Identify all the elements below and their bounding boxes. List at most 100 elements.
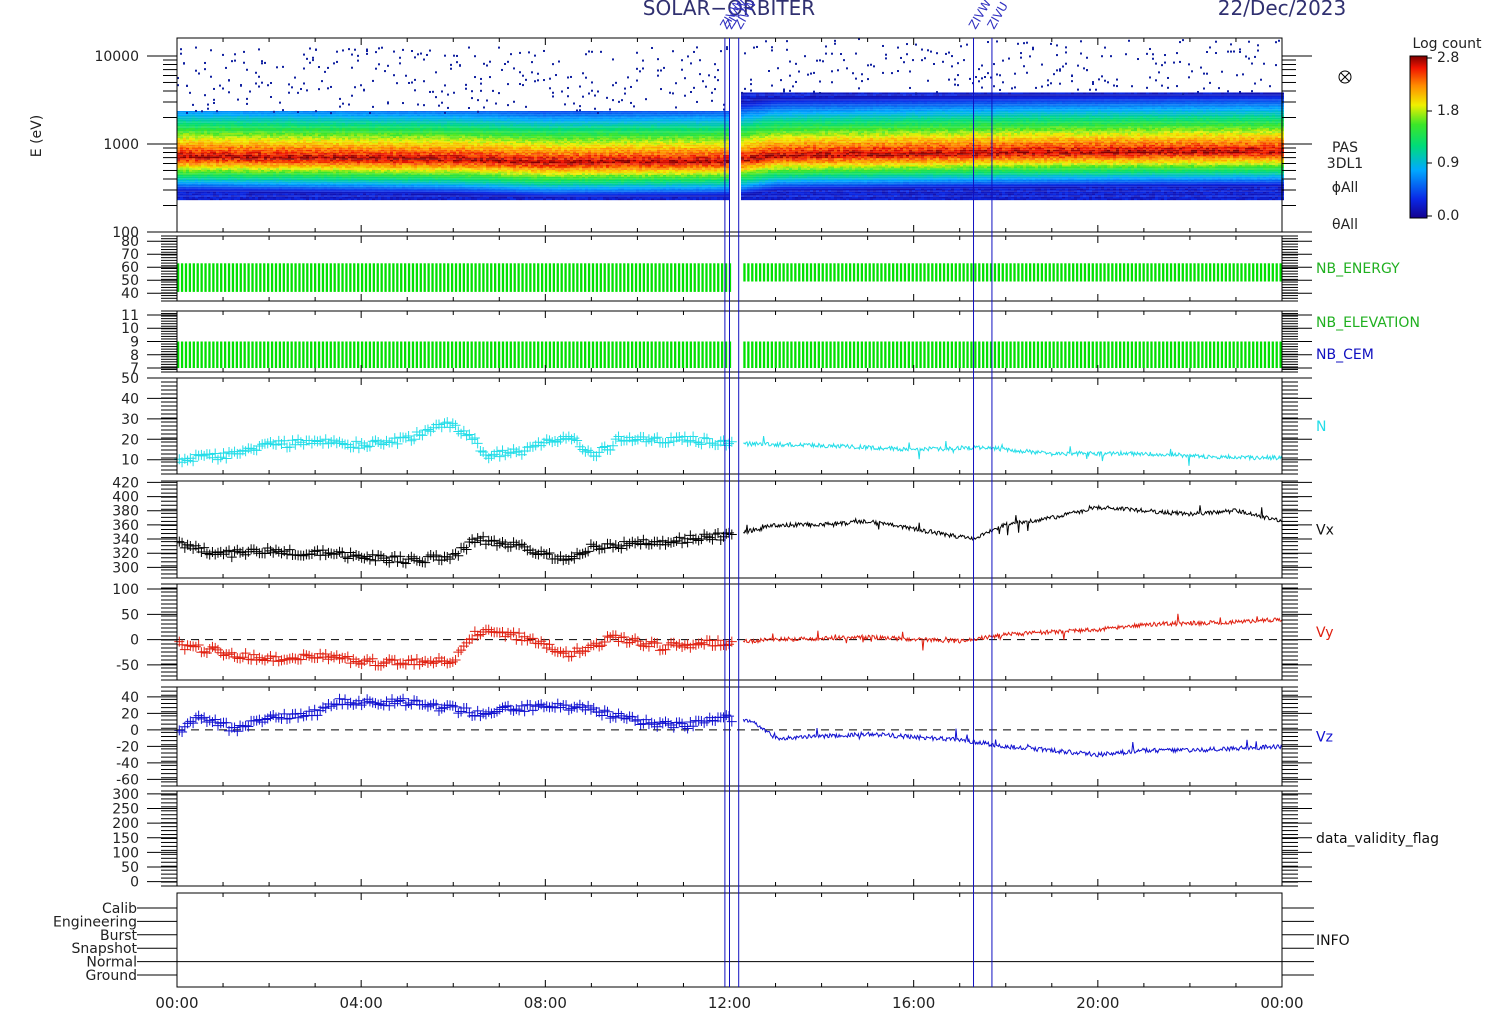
spectrogram-cell bbox=[405, 136, 408, 138]
spectrogram-cell bbox=[408, 123, 411, 125]
spectrogram-cell bbox=[291, 197, 294, 199]
spectrogram-cell bbox=[369, 146, 372, 148]
spectrogram-cell bbox=[291, 129, 294, 131]
spectrogram-cell bbox=[435, 118, 438, 120]
spectrogram-cell bbox=[192, 195, 195, 197]
spectrogram-cell bbox=[384, 183, 387, 185]
spectrogram-cell bbox=[273, 195, 276, 197]
spectrogram-cell bbox=[330, 119, 333, 121]
spectrogram-cell bbox=[249, 156, 252, 158]
spectrogram-cell bbox=[318, 180, 321, 182]
spectrogram-cell bbox=[288, 192, 291, 194]
spectrogram-cell bbox=[195, 116, 198, 118]
spectrogram-cell bbox=[396, 118, 399, 120]
spectrogram-cell bbox=[435, 198, 438, 200]
spectrogram-cell bbox=[234, 165, 237, 167]
spectrogram-cell bbox=[249, 138, 252, 140]
spectrogram-cell bbox=[363, 190, 366, 192]
spectrogram-cell bbox=[204, 188, 207, 190]
spectrogram-cell bbox=[324, 146, 327, 148]
spectrogram-cell bbox=[327, 124, 330, 126]
spectrogram-cell bbox=[423, 156, 426, 158]
spectrogram-cell bbox=[372, 197, 375, 199]
spectrogram-cell bbox=[312, 121, 315, 123]
spectrogram-cell bbox=[327, 111, 330, 113]
spectrogram-cell bbox=[294, 153, 297, 155]
spectrogram-cell bbox=[387, 161, 390, 163]
spectrogram-cell bbox=[354, 190, 357, 192]
spectrogram-cell bbox=[330, 153, 333, 155]
spectrogram-cell bbox=[255, 150, 258, 152]
spectrogram-cell bbox=[273, 198, 276, 200]
spectrogram-cell bbox=[216, 160, 219, 162]
spectrogram-cell bbox=[357, 135, 360, 137]
spectrogram-cell bbox=[306, 183, 309, 185]
spectrogram-cell bbox=[408, 168, 411, 170]
spectrogram-cell bbox=[303, 150, 306, 152]
spectrogram-cell bbox=[192, 133, 195, 135]
spectrogram-cell bbox=[369, 123, 372, 125]
spectrogram-cell bbox=[312, 180, 315, 182]
spectrogram-cell bbox=[375, 141, 378, 143]
spectrogram-cell bbox=[243, 133, 246, 135]
spectrogram-cell bbox=[300, 175, 303, 177]
spectrogram-cell bbox=[315, 188, 318, 190]
spectrogram-cell bbox=[243, 155, 246, 157]
spectrogram-cell bbox=[183, 140, 186, 142]
spectrogram-cell bbox=[210, 197, 213, 199]
spectrogram-cell bbox=[219, 168, 222, 170]
spectrogram-cell bbox=[408, 135, 411, 137]
spectrogram-cell bbox=[357, 182, 360, 184]
spectrogram-cell bbox=[435, 135, 438, 137]
spectrogram-cell bbox=[264, 131, 267, 133]
spectrogram-cell bbox=[306, 178, 309, 180]
spectrogram-cell bbox=[267, 113, 270, 115]
spectrogram-cell bbox=[429, 121, 432, 123]
spectrogram-cell bbox=[354, 177, 357, 179]
spectrogram-cell bbox=[270, 161, 273, 163]
spectrogram-cell bbox=[414, 198, 417, 200]
spectrogram-cell bbox=[285, 173, 288, 175]
spectrogram-cell bbox=[321, 80, 323, 82]
spectrogram-cell bbox=[303, 173, 306, 175]
spectrogram-cell bbox=[228, 135, 231, 137]
spectrogram-cell bbox=[282, 143, 285, 145]
spectrogram-cell bbox=[225, 163, 228, 165]
spectrogram-cell bbox=[282, 153, 285, 155]
spectrogram-cell bbox=[396, 126, 399, 128]
spectrogram-cell bbox=[291, 161, 294, 163]
spectrogram-cell bbox=[180, 131, 183, 133]
spectrogram-cell bbox=[438, 133, 441, 135]
spectrogram-cell bbox=[201, 190, 204, 192]
spectrogram-cell bbox=[366, 123, 369, 125]
spectrogram-cell bbox=[384, 190, 387, 192]
spectrogram-cell bbox=[447, 175, 450, 177]
spectrogram-cell bbox=[432, 183, 435, 185]
spectrogram-cell bbox=[381, 161, 384, 163]
spectrogram-cell bbox=[309, 172, 312, 174]
spectrogram-cell bbox=[393, 198, 396, 200]
spectrogram-cell bbox=[357, 173, 360, 175]
spectrogram-cell bbox=[231, 129, 234, 131]
spectrogram-cell bbox=[333, 168, 336, 170]
spectrogram-cell bbox=[246, 168, 249, 170]
spectrogram-cell bbox=[270, 119, 273, 121]
spectrogram-cell bbox=[207, 175, 210, 177]
spectrogram-cell bbox=[381, 124, 384, 126]
spectrogram-cell bbox=[378, 145, 381, 147]
spectrogram-cell bbox=[357, 187, 360, 189]
spectrogram-cell bbox=[297, 128, 300, 130]
spectrogram-cell bbox=[420, 167, 423, 169]
spectrogram-cell bbox=[447, 148, 450, 150]
spectrogram-cell bbox=[252, 193, 255, 195]
spectrogram-cell bbox=[231, 158, 234, 160]
spectrogram-cell bbox=[354, 155, 357, 157]
spectrogram-cell bbox=[315, 118, 318, 120]
spectrogram-cell bbox=[237, 141, 240, 143]
spectrogram-cell bbox=[243, 168, 246, 170]
spectrogram-cell bbox=[315, 161, 318, 163]
spectrogram-cell bbox=[414, 172, 417, 174]
spectrogram-cell bbox=[408, 126, 411, 128]
spectrogram-cell bbox=[291, 153, 294, 155]
spectrogram-cell bbox=[180, 148, 183, 150]
